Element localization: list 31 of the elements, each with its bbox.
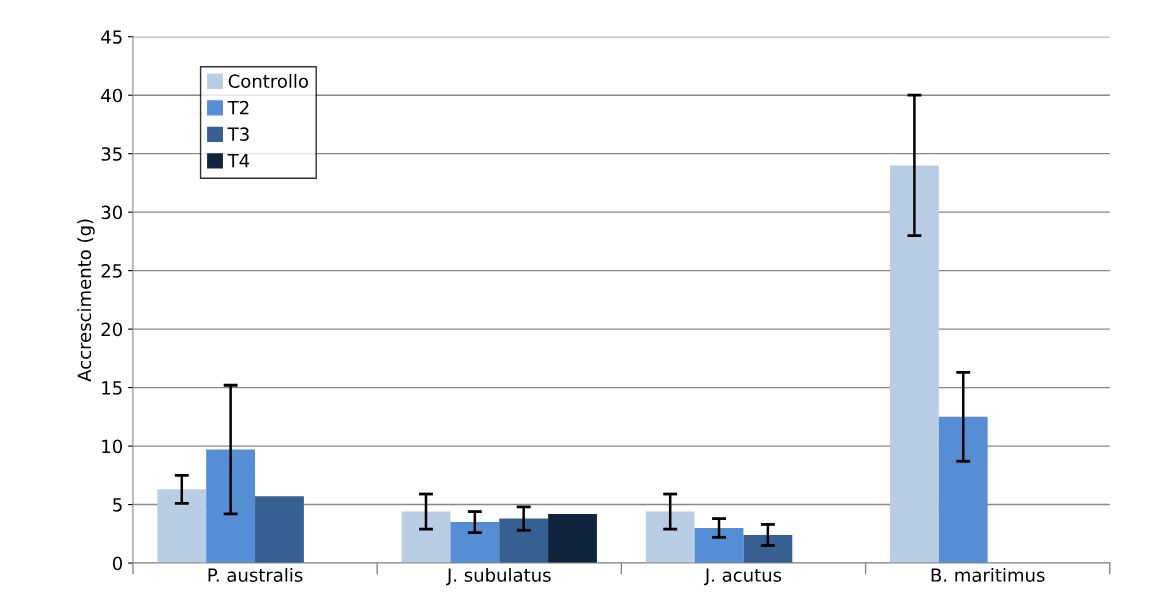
- bar: [255, 496, 304, 564]
- y-tick-label: 30: [101, 205, 123, 220]
- bar: [206, 449, 256, 564]
- legend-label: Controllo: [228, 74, 308, 88]
- bar: [889, 165, 939, 564]
- legend-label: T2: [227, 100, 249, 115]
- bar: [694, 527, 744, 564]
- y-tick-label: 35: [101, 147, 122, 161]
- bar: [548, 513, 597, 564]
- x-tick-label: J. acutus: [703, 568, 782, 586]
- bar: [499, 518, 549, 564]
- x-tick-label: B. maritimus: [931, 567, 1045, 582]
- y-tick-label: 10: [102, 439, 123, 454]
- x-tick-label: J. subulatus: [446, 567, 551, 586]
- x-tick-label: P. australis: [208, 567, 303, 582]
- bar: [743, 534, 793, 564]
- y-tick-label: 25: [101, 264, 122, 278]
- bar: [645, 511, 695, 564]
- y-tick-label: 20: [101, 322, 123, 337]
- y-tick-label: 45: [101, 30, 122, 44]
- bar: [938, 416, 988, 564]
- legend-label: T4: [227, 154, 250, 168]
- y-tick-label: 40: [101, 88, 123, 103]
- y-axis-title: Accrescimento (g): [77, 219, 95, 382]
- y-tick-label: 5: [113, 498, 122, 512]
- bar: [157, 489, 207, 564]
- bar: [401, 511, 451, 564]
- legend-label: T3: [227, 127, 249, 141]
- y-tick-label: 15: [102, 381, 122, 395]
- bar: [450, 522, 500, 564]
- y-tick-label: 0: [112, 556, 123, 571]
